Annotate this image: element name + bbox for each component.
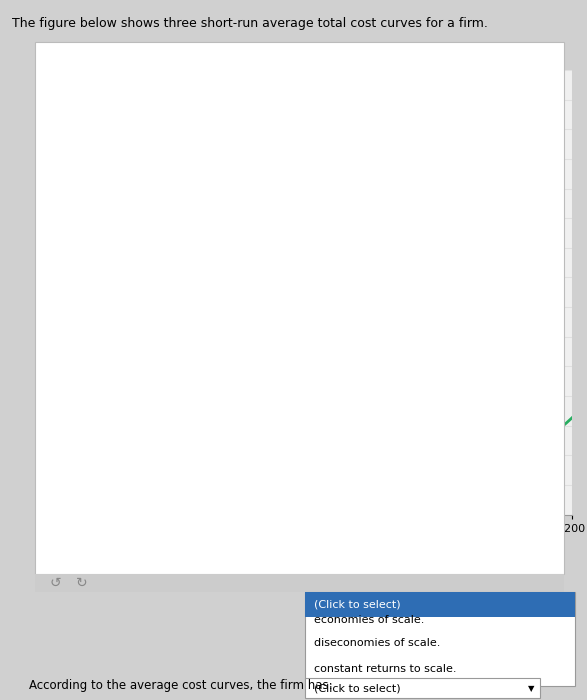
Text: ▼: ▼ (528, 684, 534, 692)
Text: diseconomies of scale.: diseconomies of scale. (314, 638, 440, 648)
Text: ATC$_3$: ATC$_3$ (483, 389, 516, 403)
Y-axis label: ATC (dollars): ATC (dollars) (59, 251, 73, 334)
Text: ↻: ↻ (76, 575, 88, 589)
Text: According to the average cost curves, the firm has:: According to the average cost curves, th… (29, 678, 333, 692)
Text: (Click to select): (Click to select) (314, 683, 401, 693)
Text: ATC$_1$: ATC$_1$ (333, 129, 367, 144)
Title: Average Total Costs: Average Total Costs (252, 47, 423, 62)
Text: constant returns to scale.: constant returns to scale. (314, 664, 457, 674)
Text: The figure below shows three short-run average total cost curves for a firm.: The figure below shows three short-run a… (12, 18, 488, 31)
Text: economies of scale.: economies of scale. (314, 615, 424, 625)
Text: ↺: ↺ (50, 575, 62, 589)
X-axis label: Quantity: Quantity (308, 542, 367, 556)
Text: ATC$_2$: ATC$_2$ (437, 211, 471, 225)
Text: (Click to select): (Click to select) (314, 599, 401, 609)
